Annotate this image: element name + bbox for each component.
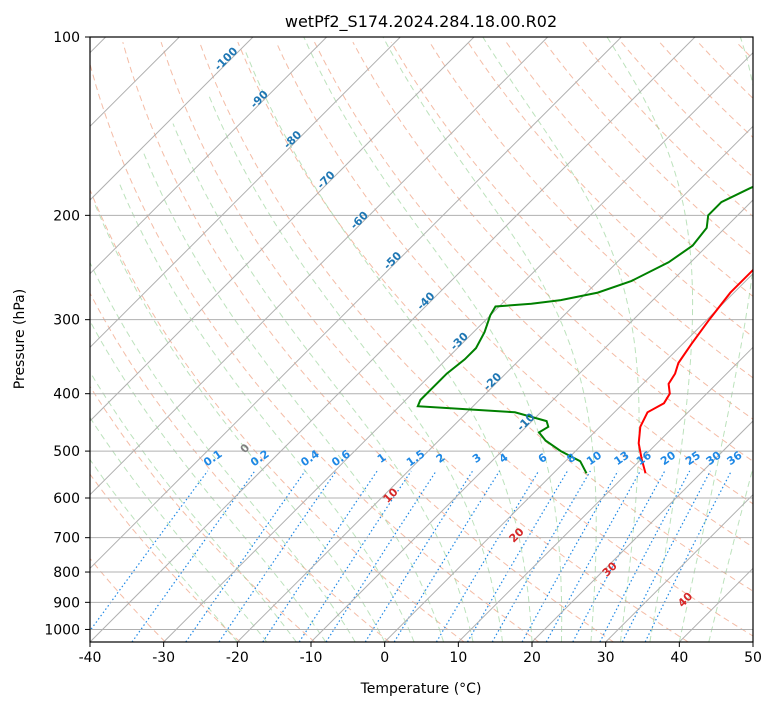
moist-adiabat-line [117, 180, 415, 642]
y-axis-label: Pressure (hPa) [12, 289, 28, 389]
y-axis: 1000 900 800 700 600 500 400 300 200 100 [44, 30, 90, 638]
isotherm-line [90, 37, 475, 422]
moist-adiabat-line [90, 320, 327, 642]
moist-adiabat-line [678, 37, 753, 642]
moist-adiabat-line [90, 261, 356, 642]
moist-adiabat-line [382, 37, 597, 642]
isotherm-line [90, 37, 549, 496]
y-tick-label: 700 [53, 531, 80, 547]
dry-adiabat-line [429, 41, 753, 379]
y-tick-label: 900 [53, 595, 80, 611]
sounding-profiles [416, 185, 753, 474]
isotherm-line [605, 493, 753, 642]
moist-adiabat-line [303, 37, 563, 642]
y-tick-label: 300 [53, 313, 80, 329]
chart-title: wetPf2_S174.2024.284.18.00.R02 [285, 12, 557, 32]
x-tick-label: 30 [597, 650, 615, 666]
dry-adiabat-line [467, 41, 753, 338]
isotherm-line [163, 51, 753, 642]
isotherm-line [531, 420, 753, 642]
moist-adiabat-line [90, 416, 268, 642]
dry-adiabat-line [505, 41, 753, 298]
y-tick-label: 600 [53, 491, 80, 507]
dry-adiabat-line [275, 41, 753, 548]
x-tick-label: -40 [79, 650, 102, 666]
mixing-ratio-line [393, 470, 501, 642]
dry-adiabats [90, 41, 753, 642]
moist-adiabat-line [244, 49, 533, 642]
moist-adiabat-line [90, 370, 297, 642]
x-tick-label: 0 [380, 650, 389, 666]
plot-frame [89, 36, 754, 643]
moist-adiabat-line [482, 37, 640, 642]
y-tick-label: 200 [53, 208, 80, 224]
isotherm-line [90, 37, 254, 201]
mixing-ratio-line [131, 470, 256, 642]
plot-area: 0.1 0.2 0.4 0.6 1 1.5 2 3 4 6 8 10 13 16 20 25 30 36-100-… [90, 37, 753, 642]
x-tick-label: 40 [670, 650, 688, 666]
mixing-ratio-line [621, 470, 711, 642]
dewpoint-profile [416, 185, 753, 474]
mixing-ratio-line [298, 470, 412, 642]
isotherm-line [457, 346, 753, 642]
y-tick-label: 800 [53, 565, 80, 581]
dry-adiabat-line [314, 41, 753, 505]
mixing-ratio-line [521, 470, 619, 642]
dry-adiabat-line [122, 41, 614, 642]
mixing-ratio-line [491, 470, 591, 642]
moist-adiabat-line [708, 465, 753, 642]
mixing-ratio-line [90, 470, 209, 632]
isotherm-line [384, 272, 753, 642]
dry-adiabat-line [90, 188, 465, 642]
x-tick-label: 50 [744, 650, 762, 666]
isotherm-grid [90, 37, 753, 642]
mixing-ratio-line [545, 470, 641, 642]
isotherm-line [90, 37, 328, 275]
temperature-profile [637, 268, 753, 474]
isotherm-line [236, 125, 753, 642]
mixing-ratio-line [599, 470, 691, 642]
dry-adiabat-line [237, 41, 753, 592]
x-tick-label: 20 [523, 650, 541, 666]
dry-adiabat-line [90, 292, 390, 642]
isotherm-line [90, 37, 622, 570]
mixing-ratio-line [262, 470, 378, 642]
dry-adiabat-line [90, 62, 540, 642]
moist-adiabat-line [172, 123, 474, 642]
dry-adiabat-line [90, 473, 241, 642]
mixing-ratio-line [644, 470, 732, 642]
dry-adiabat-line [160, 41, 689, 642]
mixing-ratio-line [435, 470, 540, 642]
x-axis: -40 -30 -20 -10 0 10 20 30 40 50 [79, 642, 762, 666]
isotherm-line [90, 37, 696, 642]
isobar-grid [90, 214, 753, 630]
x-tick-label: -10 [300, 650, 323, 666]
moist-adiabat-line [93, 201, 386, 642]
isotherm-line [310, 199, 753, 642]
x-tick-label: 10 [449, 650, 467, 666]
x-axis-label: Temperature (°C) [360, 681, 482, 697]
mixing-ratio-line [572, 470, 666, 642]
y-tick-label: 500 [53, 444, 80, 460]
moist-adiabat-line [606, 37, 694, 642]
x-tick-label: -20 [226, 650, 249, 666]
x-tick-label: -30 [152, 650, 175, 666]
isotherm-line [90, 37, 401, 349]
y-tick-label: 1000 [44, 622, 80, 638]
mixing-ratio-line [364, 470, 474, 642]
dry-adiabat-line [90, 385, 316, 642]
dry-adiabat-line [199, 41, 753, 637]
y-tick-label: 400 [53, 387, 80, 403]
mixing-ratio-line [325, 470, 437, 642]
y-tick-label: 100 [53, 30, 80, 46]
